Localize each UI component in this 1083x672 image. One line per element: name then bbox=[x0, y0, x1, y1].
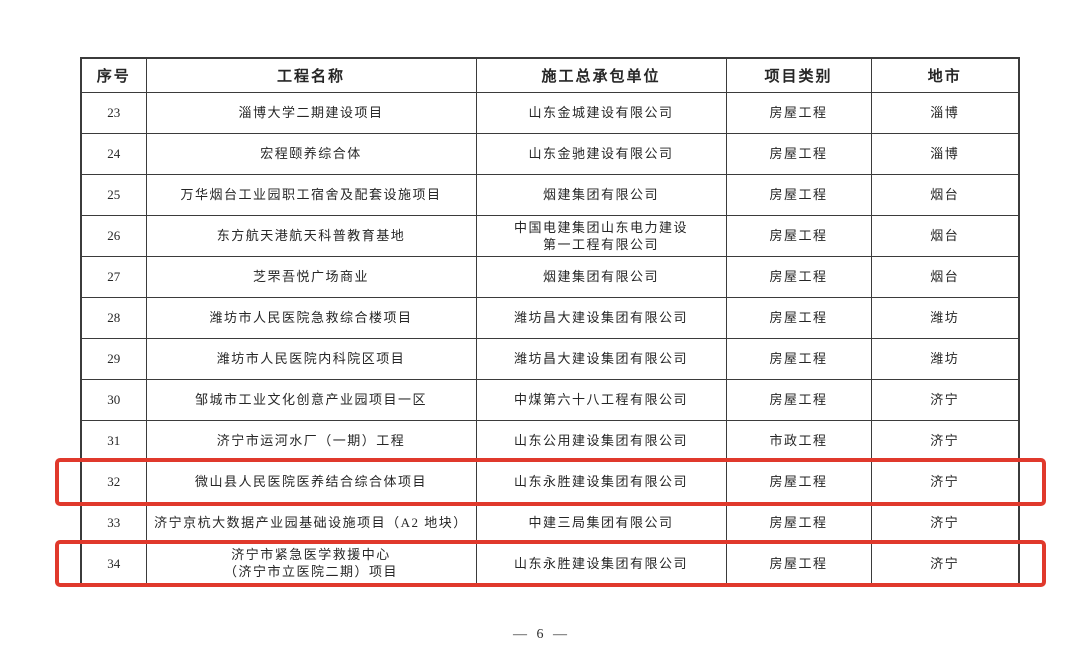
table-row-33: 33 济宁京杭大数据产业园基础设施项目（A2 地块） 中建三局集团有限公司 房屋工程济… bbox=[80, 501, 1020, 544]
cell-contractor: 潍坊昌大建设集团有限公司 bbox=[475, 337, 727, 380]
table-row-34: 34 济宁市紧急医学救援中心 （济宁市立医院二期）项目 山东永胜建设集团有限公司 房屋… bbox=[55, 539, 1046, 587]
cell-project-name: 潍坊市人民医院内科院区项目 bbox=[145, 337, 477, 380]
cell-serial: 28 bbox=[80, 296, 147, 339]
cell-project-name: 济宁京杭大数据产业园基础设施项目（A2 地块） bbox=[145, 501, 477, 544]
cell-city: 潍坊 bbox=[870, 296, 1020, 339]
column-header-0: 序号 bbox=[80, 57, 147, 93]
cell-category: 房屋工程 bbox=[725, 91, 872, 134]
cell-project-name: 万华烟台工业园职工宿舍及配套设施项目 bbox=[145, 173, 477, 216]
cell-contractor: 中煤第六十八工程有限公司 bbox=[475, 378, 727, 421]
cell-project-name: 济宁市运河水厂（一期）工程 bbox=[145, 419, 477, 462]
cell-serial: 25 bbox=[80, 173, 147, 216]
cell-serial: 30 bbox=[80, 378, 147, 421]
cell-contractor: 中国电建集团山东电力建设 第一工程有限公司 bbox=[475, 214, 727, 257]
table-row-24: 24 宏程颐养综合体 山东金驰建设有限公司 房屋工程 淄博 bbox=[80, 132, 1020, 175]
cell-city: 济宁 bbox=[870, 419, 1020, 462]
cell-city: 济宁 bbox=[870, 542, 1020, 585]
cell-category: 房屋工程 bbox=[725, 132, 872, 175]
cell-contractor: 山东永胜建设集团有限公司 bbox=[475, 460, 727, 503]
cell-contractor: 烟建集团有限公司 bbox=[475, 173, 727, 216]
cell-city: 潍坊 bbox=[870, 337, 1020, 380]
cell-project-name: 微山县人民医院医养结合综合体项目 bbox=[145, 460, 477, 503]
cell-category: 房屋工程 bbox=[725, 214, 872, 257]
cell-contractor: 山东金城建设有限公司 bbox=[475, 91, 727, 134]
cell-category: 房屋工程 bbox=[725, 542, 872, 585]
cell-project-name: 邹城市工业文化创意产业园项目一区 bbox=[145, 378, 477, 421]
cell-serial: 32 bbox=[55, 457, 1046, 506]
table-row-25: 25 万华烟台工业园职工宿舍及配套设施项目 烟建集团有限公司 房屋工程 烟台 bbox=[80, 173, 1020, 216]
cell-contractor: 潍坊昌大建设集团有限公司 bbox=[475, 296, 727, 339]
table-row-23: 23 淄博大学二期建设项目 山东金城建设有限公司 房屋工程 淄博 bbox=[80, 91, 1020, 134]
cell-city: 烟台 bbox=[870, 173, 1020, 216]
table-row-27: 27 芝罘吾悦广场商业 烟建集团有限公司 房屋工程 烟台 bbox=[80, 255, 1020, 298]
table-row-30: 30 邹城市工业文化创意产业园项目一区 中煤第六十八工程有限公司 房屋工程 济宁 bbox=[80, 378, 1020, 421]
cell-city: 烟台 bbox=[870, 255, 1020, 298]
table-row-28: 28 潍坊市人民医院急救综合楼项目 潍坊昌大建设集团有限公司 房屋工程 潍坊 bbox=[80, 296, 1020, 339]
cell-category: 房屋工程 bbox=[725, 337, 872, 380]
projects-table: 序号 工程名称 施工总承包单位 项目类别 地市 23 淄博大学二期建设项目 山东金城建设有限… bbox=[55, 57, 1046, 587]
cell-category: 市政工程 bbox=[725, 419, 872, 462]
cell-project-name: 东方航天港航天科普教育基地 bbox=[145, 214, 477, 257]
cell-project-name: 潍坊市人民医院急救综合楼项目 bbox=[145, 296, 477, 339]
cell-city: 济宁 bbox=[870, 460, 1020, 503]
cell-city: 济宁 bbox=[870, 501, 1020, 544]
cell-contractor: 中建三局集团有限公司 bbox=[475, 501, 727, 544]
cell-category: 房屋工程 bbox=[725, 501, 872, 544]
table-header: 序号 工程名称 施工总承包单位 项目类别 地市 bbox=[80, 57, 1020, 93]
cell-serial: 29 bbox=[80, 337, 147, 380]
column-header-2: 施工总承包单位 bbox=[475, 57, 727, 93]
cell-serial: 33 bbox=[80, 501, 147, 544]
cell-city: 烟台 bbox=[870, 214, 1020, 257]
cell-contractor: 山东金驰建设有限公司 bbox=[475, 132, 727, 175]
cell-category: 房屋工程 bbox=[725, 296, 872, 339]
cell-serial: 26 bbox=[80, 214, 147, 257]
cell-category: 房屋工程 bbox=[725, 255, 872, 298]
cell-category: 房屋工程 bbox=[725, 173, 872, 216]
table-row-29: 29 潍坊市人民医院内科院区项目 潍坊昌大建设集团有限公司 房屋工程 潍坊 bbox=[80, 337, 1020, 380]
cell-category: 房屋工程 bbox=[725, 378, 872, 421]
cell-project-name: 宏程颐养综合体 bbox=[145, 132, 477, 175]
table-row-31: 31 济宁市运河水厂（一期）工程 山东公用建设集团有限公司 市政工程 济宁 bbox=[80, 419, 1020, 462]
table-header-row: 序号 工程名称 施工总承包单位 项目类别 地市 bbox=[80, 57, 1020, 93]
cell-contractor: 山东永胜建设集团有限公司 bbox=[475, 542, 727, 585]
cell-city: 济宁 bbox=[870, 378, 1020, 421]
cell-category: 房屋工程 bbox=[725, 460, 872, 503]
cell-city: 淄博 bbox=[870, 132, 1020, 175]
column-header-1: 工程名称 bbox=[145, 57, 477, 93]
table-body: 23 淄博大学二期建设项目 山东金城建设有限公司 房屋工程 淄博 24 宏程颐养综合体 山东金… bbox=[55, 91, 1046, 587]
cell-serial: 23 bbox=[80, 91, 147, 134]
cell-serial: 27 bbox=[80, 255, 147, 298]
cell-contractor: 烟建集团有限公司 bbox=[475, 255, 727, 298]
column-header-3: 项目类别 bbox=[725, 57, 872, 93]
column-header-4: 地市 bbox=[870, 57, 1020, 93]
cell-contractor: 山东公用建设集团有限公司 bbox=[475, 419, 727, 462]
cell-serial: 24 bbox=[80, 132, 147, 175]
cell-serial: 31 bbox=[80, 419, 147, 462]
cell-serial: 34 bbox=[55, 539, 1046, 587]
cell-project-name: 济宁市紧急医学救援中心 （济宁市立医院二期）项目 bbox=[145, 542, 477, 585]
cell-project-name: 淄博大学二期建设项目 bbox=[145, 91, 477, 134]
table-row-26: 26 东方航天港航天科普教育基地 中国电建集团山东电力建设 第一工程有限公司 房屋工程… bbox=[80, 214, 1020, 257]
table-row-32: 32 微山县人民医院医养结合综合体项目 山东永胜建设集团有限公司 房屋工程 济宁 bbox=[55, 457, 1046, 506]
cell-city: 淄博 bbox=[870, 91, 1020, 134]
cell-project-name: 芝罘吾悦广场商业 bbox=[145, 255, 477, 298]
page-number: — 6 — bbox=[513, 627, 570, 642]
